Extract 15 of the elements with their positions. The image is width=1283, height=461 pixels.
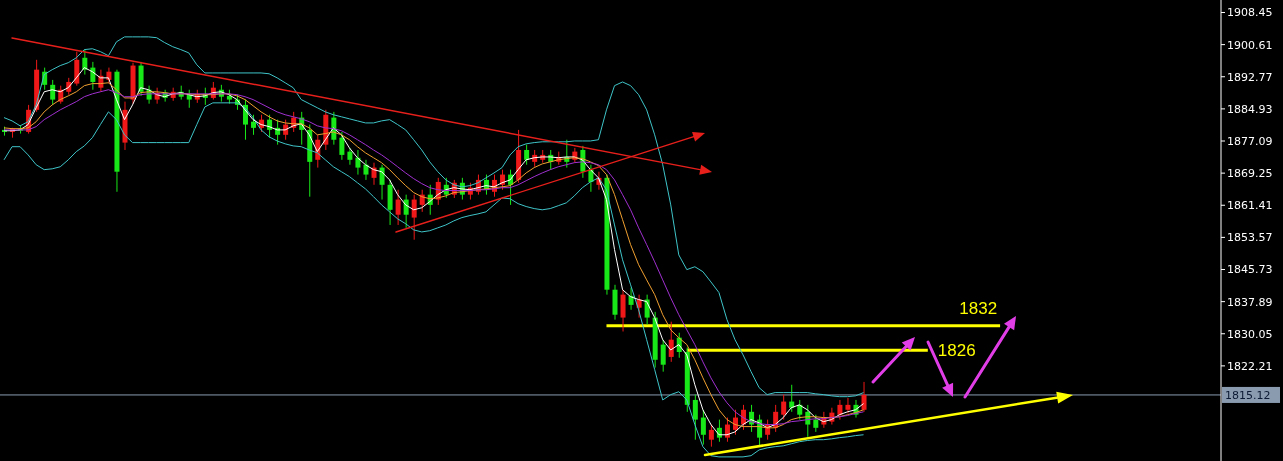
y-tick-label: 1908.45: [1227, 6, 1273, 20]
y-tick-label: 1877.09: [1227, 134, 1273, 148]
y-tick-label: 1822.21: [1227, 359, 1273, 373]
y-tick-label: 1861.41: [1227, 199, 1273, 213]
y-tick-label: 1900.61: [1227, 38, 1273, 52]
y-tick-label: 1884.93: [1227, 102, 1273, 116]
y-tick-label: 1845.73: [1227, 263, 1273, 277]
y-tick-label: 1869.25: [1227, 167, 1273, 181]
annotation: 1832: [959, 298, 998, 318]
y-tick-label: 1837.89: [1227, 295, 1273, 309]
y-tick-label: 1853.57: [1227, 231, 1273, 245]
y-tick-label: 1892.77: [1227, 70, 1273, 84]
annotation: 1826: [937, 341, 976, 361]
y-tick-label: 1830.05: [1227, 327, 1273, 341]
ref-line-label: 1815.12: [1225, 388, 1271, 402]
